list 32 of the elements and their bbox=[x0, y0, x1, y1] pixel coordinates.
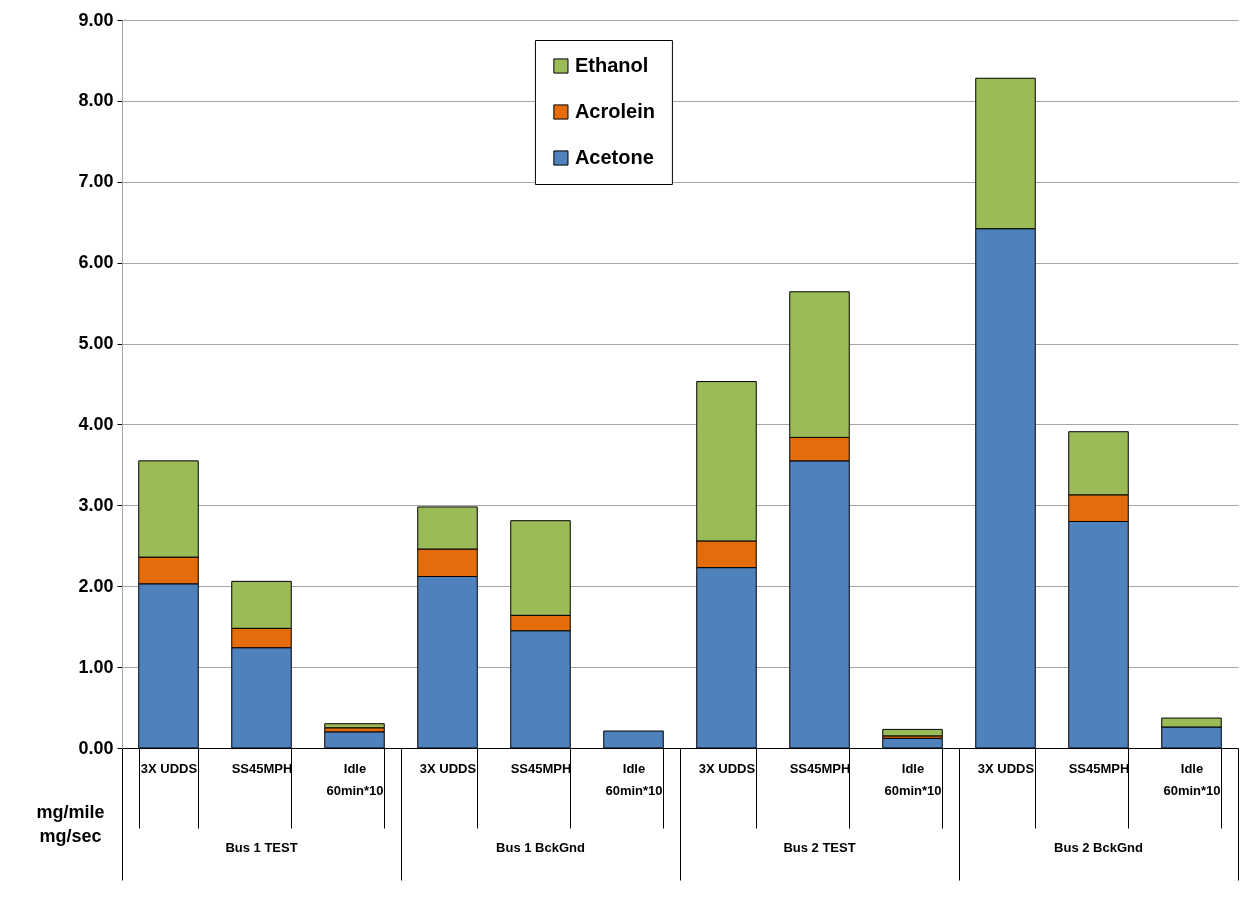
text: Bus 2 TEST bbox=[783, 840, 856, 855]
x-tick-label: 3X UDDS bbox=[419, 760, 477, 776]
x-tick-label: Idle 60min*10 bbox=[326, 760, 384, 798]
bar bbox=[882, 728, 943, 737]
text: Bus 1 BckGnd bbox=[496, 840, 585, 855]
y-tick-label: 5.00 bbox=[78, 333, 114, 354]
x-tick-label: SS45MPH bbox=[1068, 760, 1130, 776]
text: Bus 1 TEST bbox=[225, 840, 298, 855]
y-tick-label: 2.00 bbox=[78, 575, 114, 596]
x-tick-label: SS45MPH bbox=[789, 760, 851, 776]
legend-label: Acrolein bbox=[574, 100, 655, 122]
y-tick-label: 0.00 bbox=[78, 737, 114, 758]
x-tick-label: Idle 60min*10 bbox=[1163, 760, 1221, 798]
y-tick-label: 1.00 bbox=[78, 656, 114, 677]
y-tick-label: 9.00 bbox=[78, 9, 114, 30]
y-tick-label: 6.00 bbox=[78, 252, 114, 273]
x-tick-label: SS45MPH bbox=[510, 760, 572, 776]
x-tick-label: Idle 60min*10 bbox=[605, 760, 663, 798]
legend-label: Acetone bbox=[574, 146, 654, 168]
x-tick-label: 3X UDDS bbox=[698, 760, 756, 776]
x-tick-label: Idle 60min*10 bbox=[884, 760, 942, 798]
text: Bus 2 BckGnd bbox=[1054, 840, 1143, 855]
x-tick-label: 3X UDDS bbox=[977, 760, 1035, 776]
x-tick-label: 3X UDDS bbox=[140, 760, 198, 776]
y-tick-label: 7.00 bbox=[78, 171, 114, 192]
legend-label: Ethanol bbox=[574, 54, 649, 76]
y-axis-title: mg/mile mg/sec bbox=[36, 801, 105, 846]
bar bbox=[324, 723, 385, 729]
y-tick-label: 8.00 bbox=[78, 90, 114, 111]
y-tick-label: 4.00 bbox=[78, 413, 114, 434]
y-tick-label: 3.00 bbox=[78, 494, 114, 515]
x-tick-label: SS45MPH bbox=[231, 760, 293, 776]
